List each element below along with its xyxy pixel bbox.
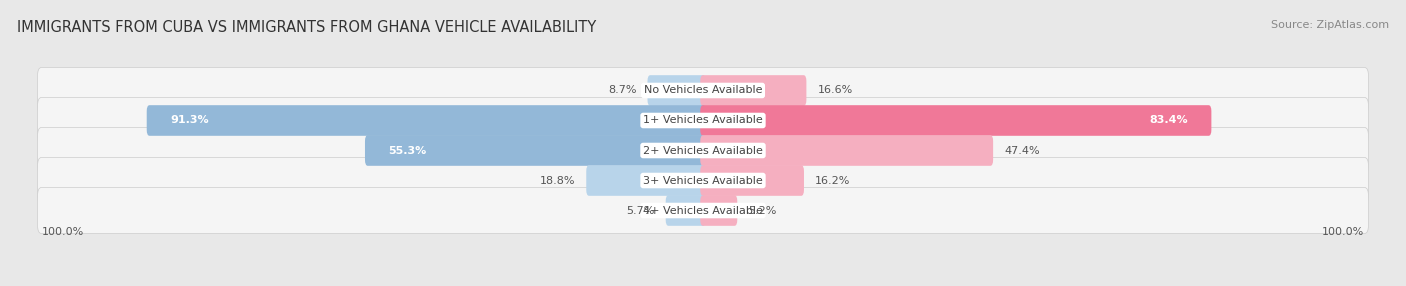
FancyBboxPatch shape — [38, 127, 1368, 174]
Text: 8.7%: 8.7% — [607, 86, 637, 96]
FancyBboxPatch shape — [700, 165, 804, 196]
Text: 83.4%: 83.4% — [1149, 116, 1188, 126]
Text: 3+ Vehicles Available: 3+ Vehicles Available — [643, 176, 763, 186]
Text: 100.0%: 100.0% — [42, 227, 84, 237]
FancyBboxPatch shape — [366, 135, 706, 166]
Text: 18.8%: 18.8% — [540, 176, 575, 186]
Text: 2+ Vehicles Available: 2+ Vehicles Available — [643, 146, 763, 156]
FancyBboxPatch shape — [586, 165, 706, 196]
Text: 100.0%: 100.0% — [1322, 227, 1364, 237]
Text: IMMIGRANTS FROM CUBA VS IMMIGRANTS FROM GHANA VEHICLE AVAILABILITY: IMMIGRANTS FROM CUBA VS IMMIGRANTS FROM … — [17, 20, 596, 35]
FancyBboxPatch shape — [700, 135, 993, 166]
Text: 16.2%: 16.2% — [815, 176, 851, 186]
FancyBboxPatch shape — [38, 157, 1368, 204]
Text: No Vehicles Available: No Vehicles Available — [644, 86, 762, 96]
FancyBboxPatch shape — [700, 105, 1212, 136]
Text: 1+ Vehicles Available: 1+ Vehicles Available — [643, 116, 763, 126]
Text: Source: ZipAtlas.com: Source: ZipAtlas.com — [1271, 20, 1389, 30]
Text: 16.6%: 16.6% — [817, 86, 852, 96]
FancyBboxPatch shape — [38, 98, 1368, 144]
Text: 5.2%: 5.2% — [748, 206, 776, 216]
FancyBboxPatch shape — [648, 75, 706, 106]
Text: 4+ Vehicles Available: 4+ Vehicles Available — [643, 206, 763, 216]
Text: 47.4%: 47.4% — [1004, 146, 1040, 156]
FancyBboxPatch shape — [665, 195, 706, 226]
FancyBboxPatch shape — [700, 75, 807, 106]
Text: 55.3%: 55.3% — [388, 146, 426, 156]
Text: 5.7%: 5.7% — [626, 206, 655, 216]
FancyBboxPatch shape — [38, 187, 1368, 234]
Text: 91.3%: 91.3% — [170, 116, 208, 126]
FancyBboxPatch shape — [38, 67, 1368, 114]
FancyBboxPatch shape — [146, 105, 706, 136]
FancyBboxPatch shape — [700, 195, 737, 226]
